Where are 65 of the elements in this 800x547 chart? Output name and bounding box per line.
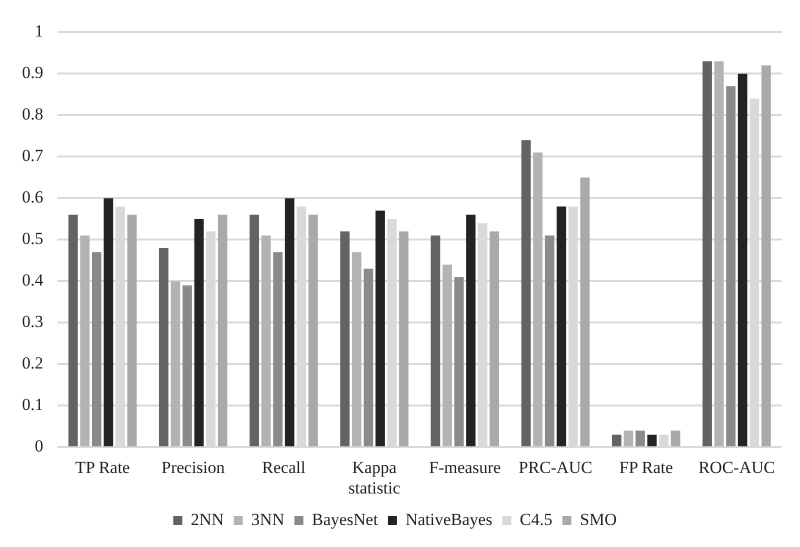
- bar: [352, 252, 362, 446]
- bar: [399, 231, 408, 446]
- legend-label: NativeBayes: [405, 510, 492, 529]
- bar: [544, 236, 554, 446]
- bar: [364, 268, 374, 446]
- y-tick-label: 0.5: [22, 229, 44, 248]
- y-tick-label: 0: [34, 436, 44, 456]
- x-tick-label: Precision: [162, 458, 226, 477]
- bar: [670, 430, 680, 446]
- legend-label: BayesNet: [312, 510, 378, 529]
- bar: [218, 214, 228, 446]
- x-tick-label: Recall: [262, 458, 306, 477]
- y-tick-label: 0.3: [22, 312, 44, 332]
- bar: [636, 430, 645, 446]
- legend-label: 3NN: [251, 510, 284, 529]
- bar: [738, 74, 748, 446]
- bar: [340, 231, 350, 446]
- y-tick-label: 1: [34, 22, 44, 41]
- bar: [273, 252, 283, 446]
- bar: [624, 430, 634, 446]
- y-tick-label: 0.9: [22, 63, 44, 82]
- x-tick-label: F-measure: [429, 458, 501, 477]
- bar: [430, 236, 440, 446]
- bar: [580, 177, 590, 446]
- bar: [158, 248, 168, 446]
- bar: [533, 152, 543, 446]
- bar: [92, 252, 102, 446]
- x-tick-label: PRC-AUC: [518, 458, 592, 477]
- bar: [466, 214, 476, 446]
- bar: [714, 61, 724, 446]
- bar: [442, 264, 452, 446]
- legend-label: 2NN: [190, 510, 224, 529]
- bar: [250, 214, 260, 446]
- bar: [490, 231, 500, 446]
- bar: [556, 206, 566, 446]
- x-tick-label: TP Rate: [75, 458, 130, 477]
- x-tick-label: FP Rate: [619, 458, 673, 477]
- y-tick-label: 0.2: [22, 354, 44, 373]
- x-tick-label: ROC-AUC: [698, 458, 775, 477]
- bar: [182, 285, 192, 446]
- y-tick-label: 0.1: [22, 395, 44, 414]
- x-tick-label: Kappa statistic: [348, 458, 401, 498]
- bar: [80, 236, 90, 446]
- bar: [702, 61, 712, 446]
- bar: [612, 434, 622, 446]
- bar: [68, 214, 78, 446]
- bar: [521, 140, 531, 446]
- bar: [308, 214, 318, 446]
- bar: [284, 198, 294, 446]
- y-tick-label: 0.8: [22, 104, 44, 124]
- legend-label: C4.5: [520, 510, 552, 529]
- bar: [170, 281, 180, 446]
- bar: [127, 214, 137, 446]
- bar: [104, 198, 114, 446]
- legend-label: SMO: [580, 510, 617, 529]
- bar: [194, 218, 204, 446]
- bar: [376, 210, 385, 446]
- y-tick-label: 0.7: [22, 146, 44, 166]
- bar: [726, 86, 736, 446]
- bar: [761, 65, 771, 446]
- bar: [454, 277, 464, 446]
- y-tick-label: 0.4: [22, 270, 44, 290]
- bar: [647, 434, 657, 446]
- bar: [261, 236, 271, 446]
- y-tick-label: 0.6: [22, 188, 44, 207]
